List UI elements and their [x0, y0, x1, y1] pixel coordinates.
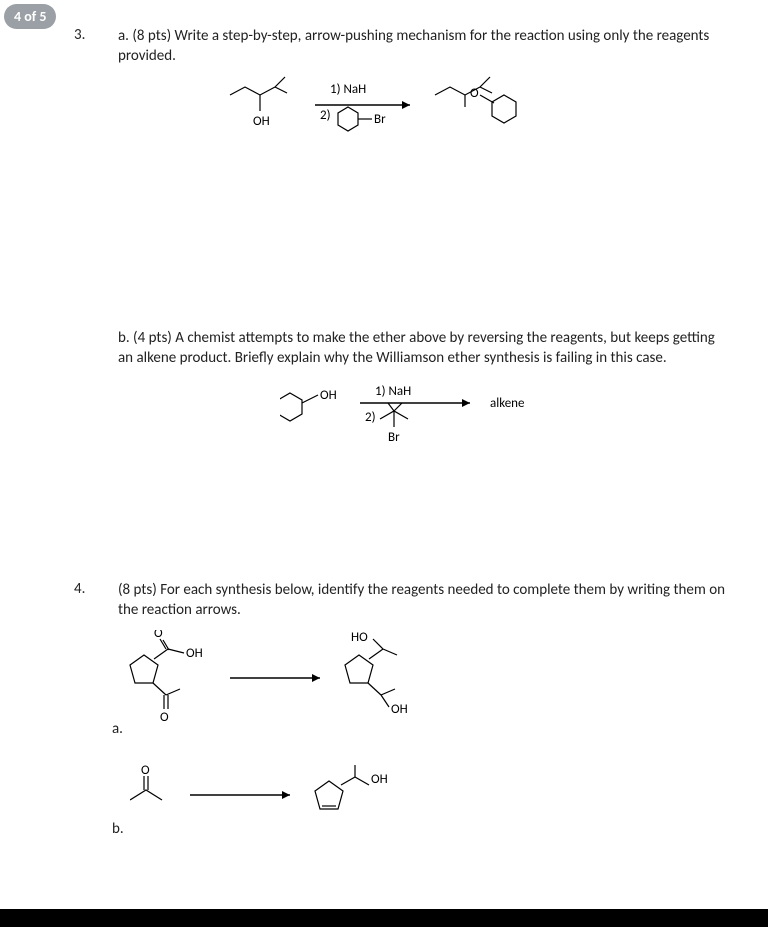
q3-number: 3. — [74, 26, 85, 44]
q3b-oh-label: OH — [320, 388, 337, 403]
q4a-right-oh: OH — [391, 702, 408, 717]
page-counter-badge: 4 of 5 — [4, 4, 56, 29]
q4-number: 4. — [74, 580, 85, 598]
q3b-step2: 2) — [365, 410, 376, 425]
q4a-left-o2: O — [160, 710, 169, 725]
page: 4 of 5 3. a. (8 pts) Write a step-by-ste… — [0, 0, 768, 927]
q4a-left-o: O — [154, 630, 163, 641]
q3b-text: b. (4 pts) A chemist attempts to make th… — [118, 328, 728, 369]
q4b-letter: b. — [112, 820, 124, 838]
q3a-scheme: OH 1) NaH 2) Br O — [225, 75, 555, 145]
q4b-scheme: O OH — [130, 765, 450, 835]
q4a-left-oh1: OH — [186, 646, 203, 661]
q4a-letter: a. — [112, 720, 123, 738]
q4a-scheme: O OH O HO OH — [120, 630, 450, 730]
q3a-step1: 1) NaH — [330, 82, 366, 97]
q4a-right-ho: HO — [351, 630, 368, 645]
q3a-br-label: Br — [374, 112, 386, 127]
q4b-right-oh: OH — [371, 772, 388, 787]
q3a-oh-label: OH — [253, 114, 270, 129]
q4-text: (8 pts) For each synthesis below, identi… — [118, 580, 738, 621]
q3a-step2: 2) — [320, 108, 331, 123]
q3b-result: alkene — [490, 396, 524, 411]
q4b-left-o: O — [141, 765, 150, 778]
q3b-br-label: Br — [388, 430, 400, 445]
bottom-bar — [0, 909, 768, 927]
q3b-scheme: OH 1) NaH 2) Br alkene — [280, 385, 580, 450]
q3a-text: a. (8 pts) Write a step-by-step, arrow-p… — [118, 26, 728, 67]
q3a-product-o: O — [470, 86, 479, 101]
q3b-step1: 1) NaH — [375, 385, 411, 399]
